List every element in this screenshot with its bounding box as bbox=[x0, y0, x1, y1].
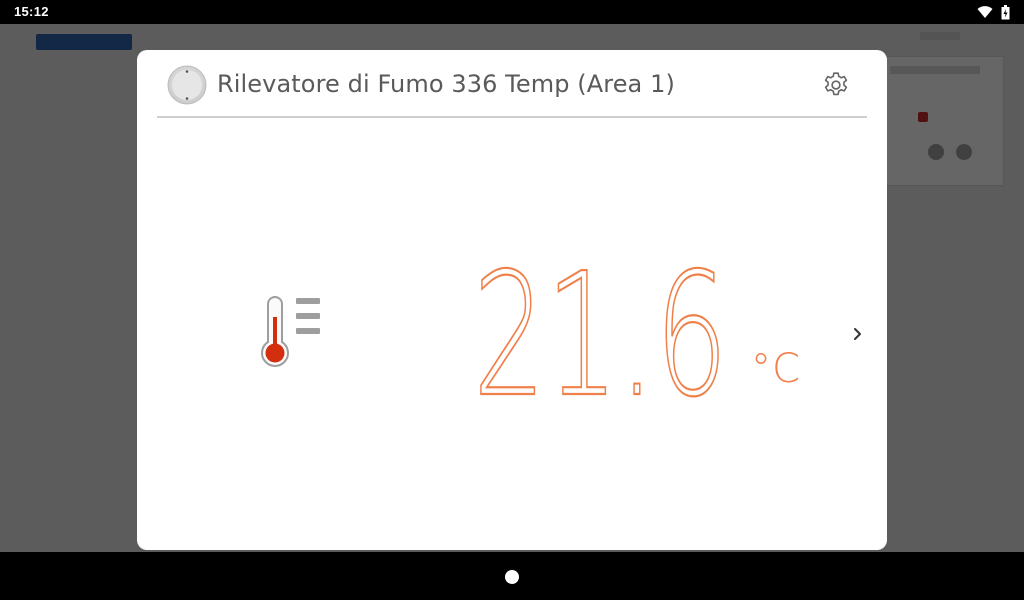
title-divider bbox=[157, 116, 867, 118]
gear-icon[interactable] bbox=[821, 70, 851, 100]
thermometer-icon bbox=[261, 296, 320, 367]
temperature-value: 21.6 bbox=[473, 262, 728, 410]
battery-icon bbox=[1001, 4, 1010, 19]
dialog-title: Rilevatore di Fumo 336 Temp (Area 1) bbox=[217, 70, 675, 98]
home-dot-icon[interactable] bbox=[505, 570, 519, 584]
status-icons bbox=[977, 4, 1010, 20]
status-time: 15:12 bbox=[14, 4, 49, 19]
temperature-reading: 21.6 bbox=[472, 236, 817, 436]
device-dialog: Rilevatore di Fumo 336 Temp (Area 1) 21.… bbox=[137, 50, 887, 550]
chevron-right-icon[interactable] bbox=[849, 324, 867, 344]
temperature-unit: °C bbox=[751, 346, 801, 392]
status-bar: 15:12 bbox=[0, 0, 1024, 24]
smoke-detector-icon bbox=[167, 65, 207, 105]
wifi-icon bbox=[977, 6, 993, 19]
temperature-digits: 21.6 bbox=[472, 236, 729, 436]
navigation-bar bbox=[0, 552, 1024, 600]
